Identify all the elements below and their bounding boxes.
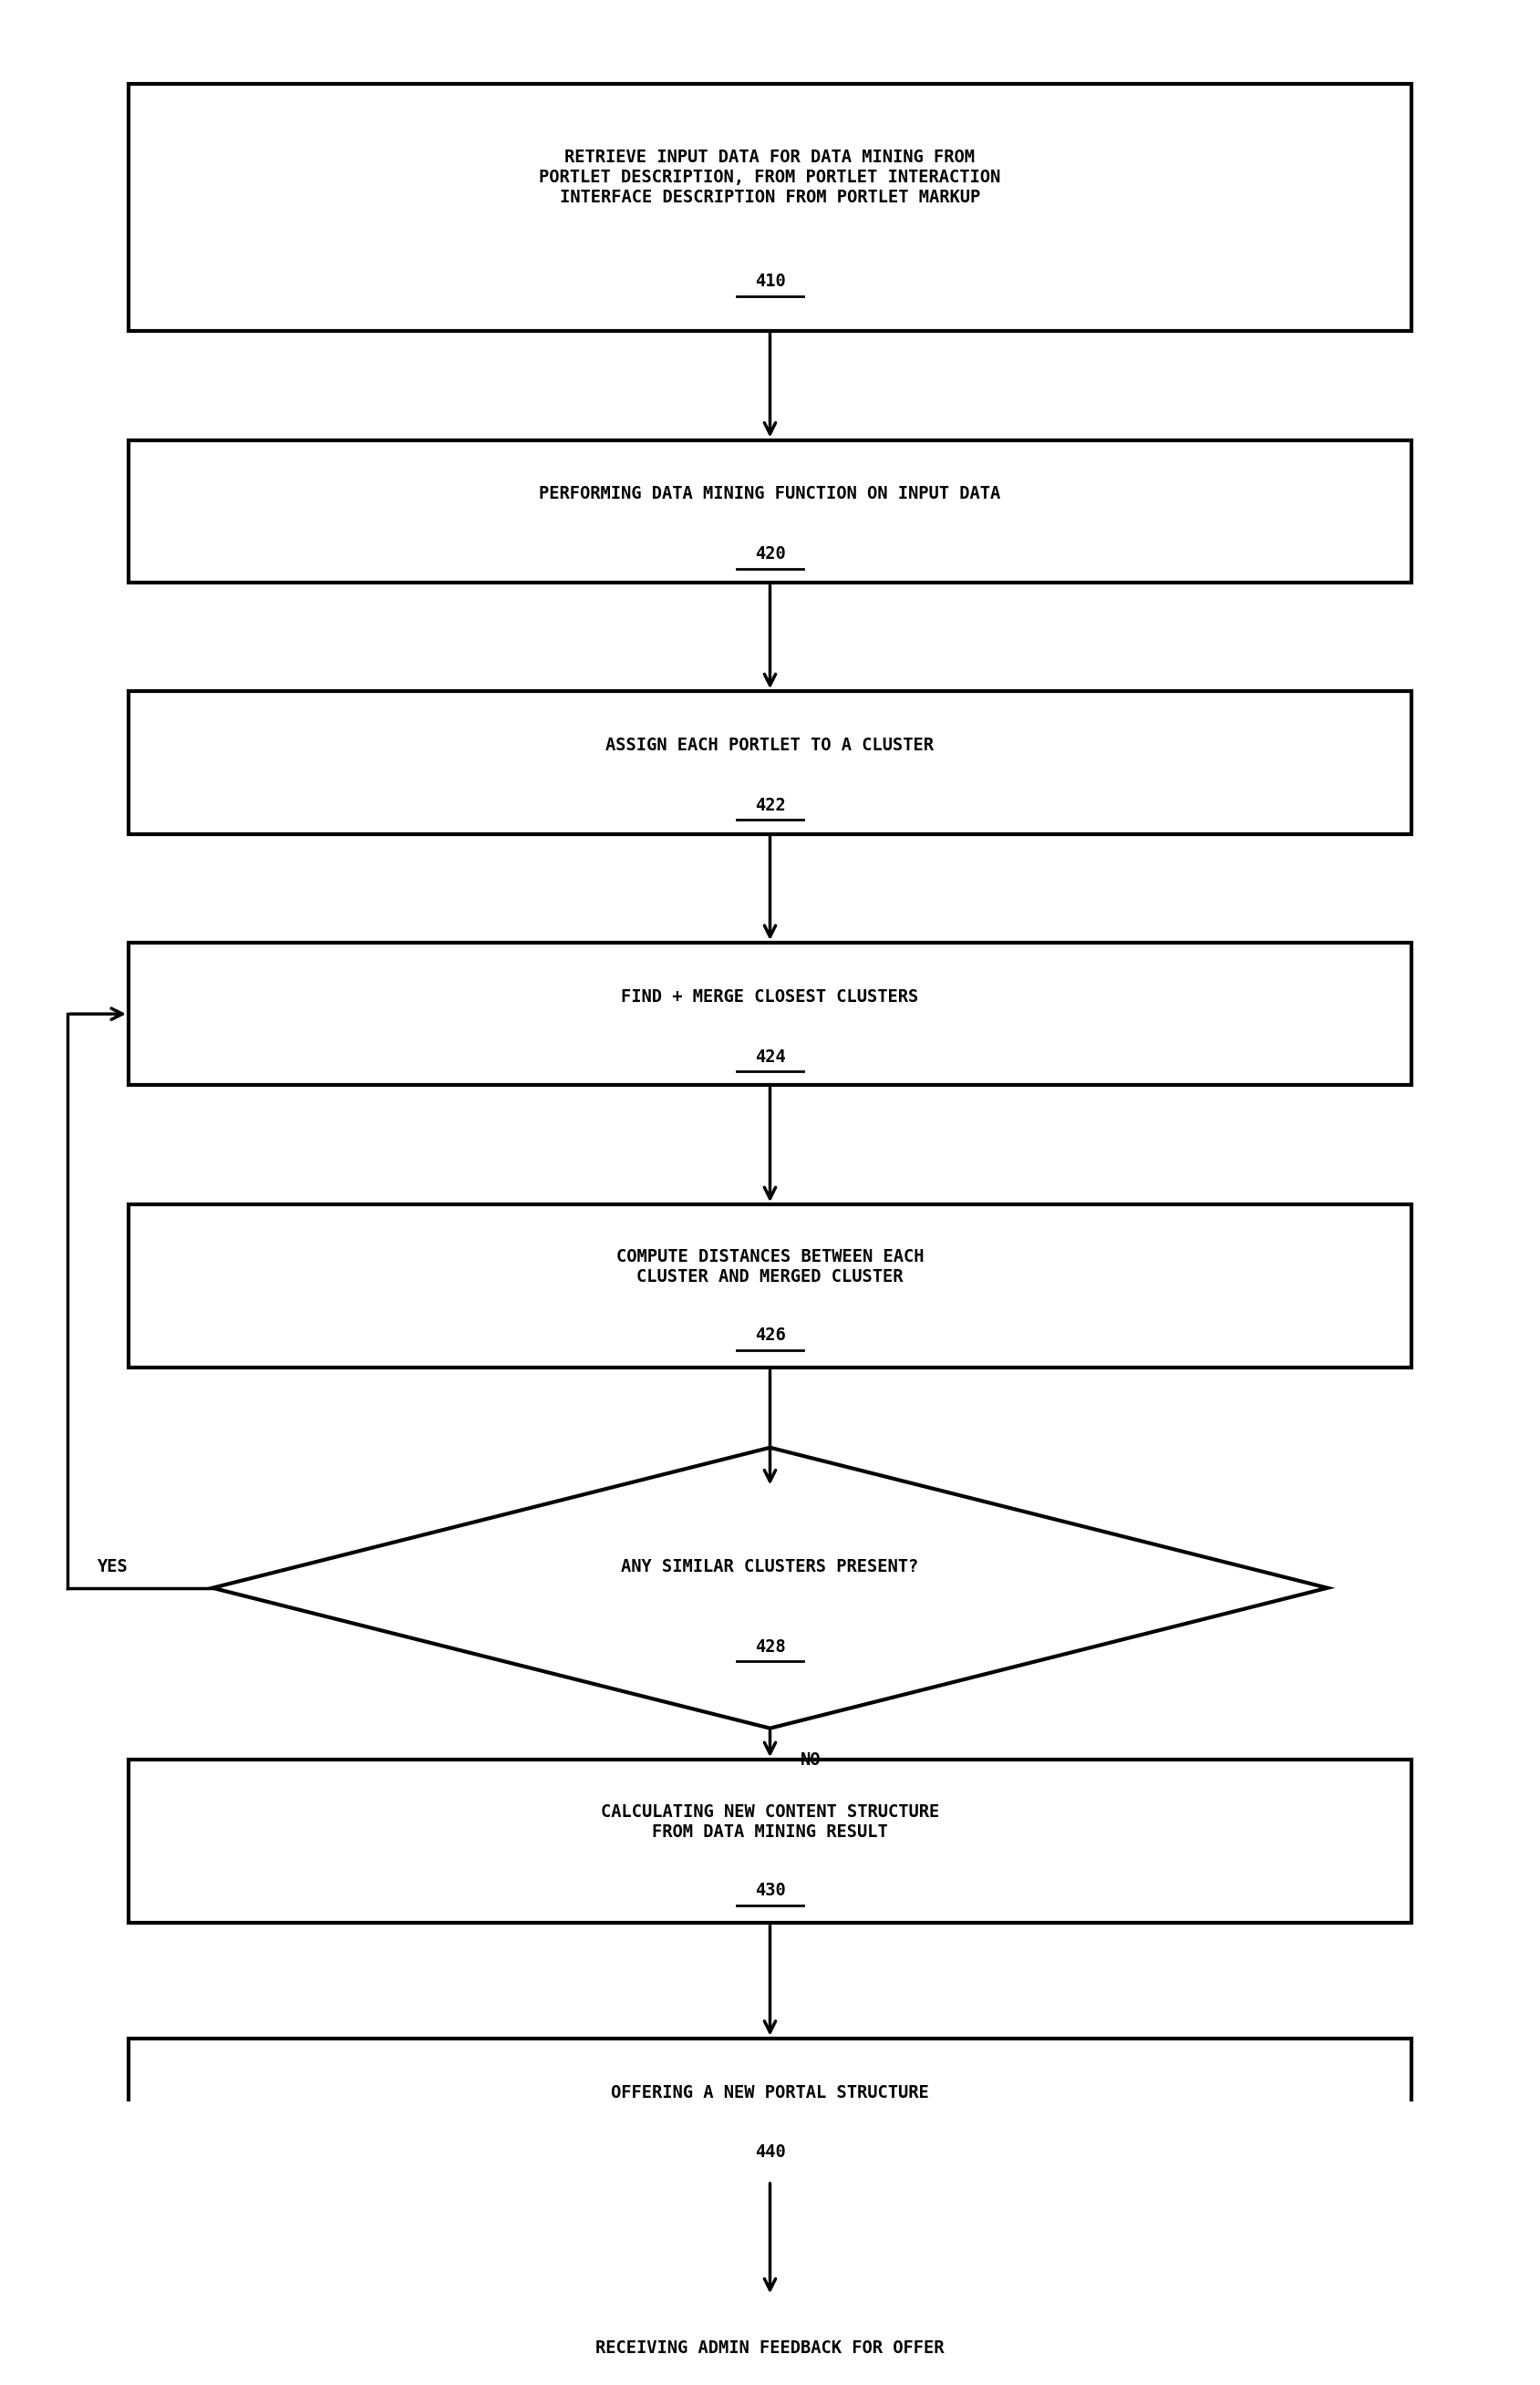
Bar	[128, 439, 1412, 582]
Text: 426: 426	[755, 1326, 785, 1343]
Text: RECEIVING ADMIN FEEDBACK FOR OFFER: RECEIVING ADMIN FEEDBACK FOR OFFER	[596, 2340, 944, 2356]
Text: 420: 420	[755, 546, 785, 563]
Bar	[128, 1204, 1412, 1369]
Bar	[128, 1760, 1412, 1922]
Text: RETRIEVE INPUT DATA FOR DATA MINING FROM
PORTLET DESCRIPTION, FROM PORTLET INTER: RETRIEVE INPUT DATA FOR DATA MINING FROM…	[539, 148, 1001, 207]
Text: 410: 410	[755, 272, 785, 291]
Text: NO: NO	[801, 1751, 821, 1767]
Text: ASSIGN EACH PORTLET TO A CLUSTER: ASSIGN EACH PORTLET TO A CLUSTER	[605, 737, 935, 754]
Text: ANY SIMILAR CLUSTERS PRESENT?: ANY SIMILAR CLUSTERS PRESENT?	[621, 1557, 919, 1576]
Bar	[128, 83, 1412, 332]
Polygon shape	[213, 1448, 1327, 1729]
Text: 440: 440	[755, 2144, 785, 2161]
Bar	[128, 692, 1412, 835]
Bar	[128, 2039, 1412, 2180]
Text: COMPUTE DISTANCES BETWEEN EACH
CLUSTER AND MERGED CLUSTER: COMPUTE DISTANCES BETWEEN EACH CLUSTER A…	[616, 1247, 924, 1286]
Bar	[128, 942, 1412, 1085]
Text: OFFERING A NEW PORTAL STRUCTURE: OFFERING A NEW PORTAL STRUCTURE	[611, 2084, 929, 2101]
Bar	[128, 2294, 1412, 2385]
Text: CALCULATING NEW CONTENT STRUCTURE
FROM DATA MINING RESULT: CALCULATING NEW CONTENT STRUCTURE FROM D…	[601, 1803, 939, 1841]
Text: PERFORMING DATA MINING FUNCTION ON INPUT DATA: PERFORMING DATA MINING FUNCTION ON INPUT…	[539, 487, 1001, 503]
Text: YES: YES	[99, 1557, 129, 1576]
Text: FIND + MERGE CLOSEST CLUSTERS: FIND + MERGE CLOSEST CLUSTERS	[621, 987, 919, 1006]
Text: 424: 424	[755, 1047, 785, 1066]
Text: 430: 430	[755, 1882, 785, 1898]
Text: 428: 428	[755, 1638, 785, 1655]
Text: 422: 422	[755, 797, 785, 813]
